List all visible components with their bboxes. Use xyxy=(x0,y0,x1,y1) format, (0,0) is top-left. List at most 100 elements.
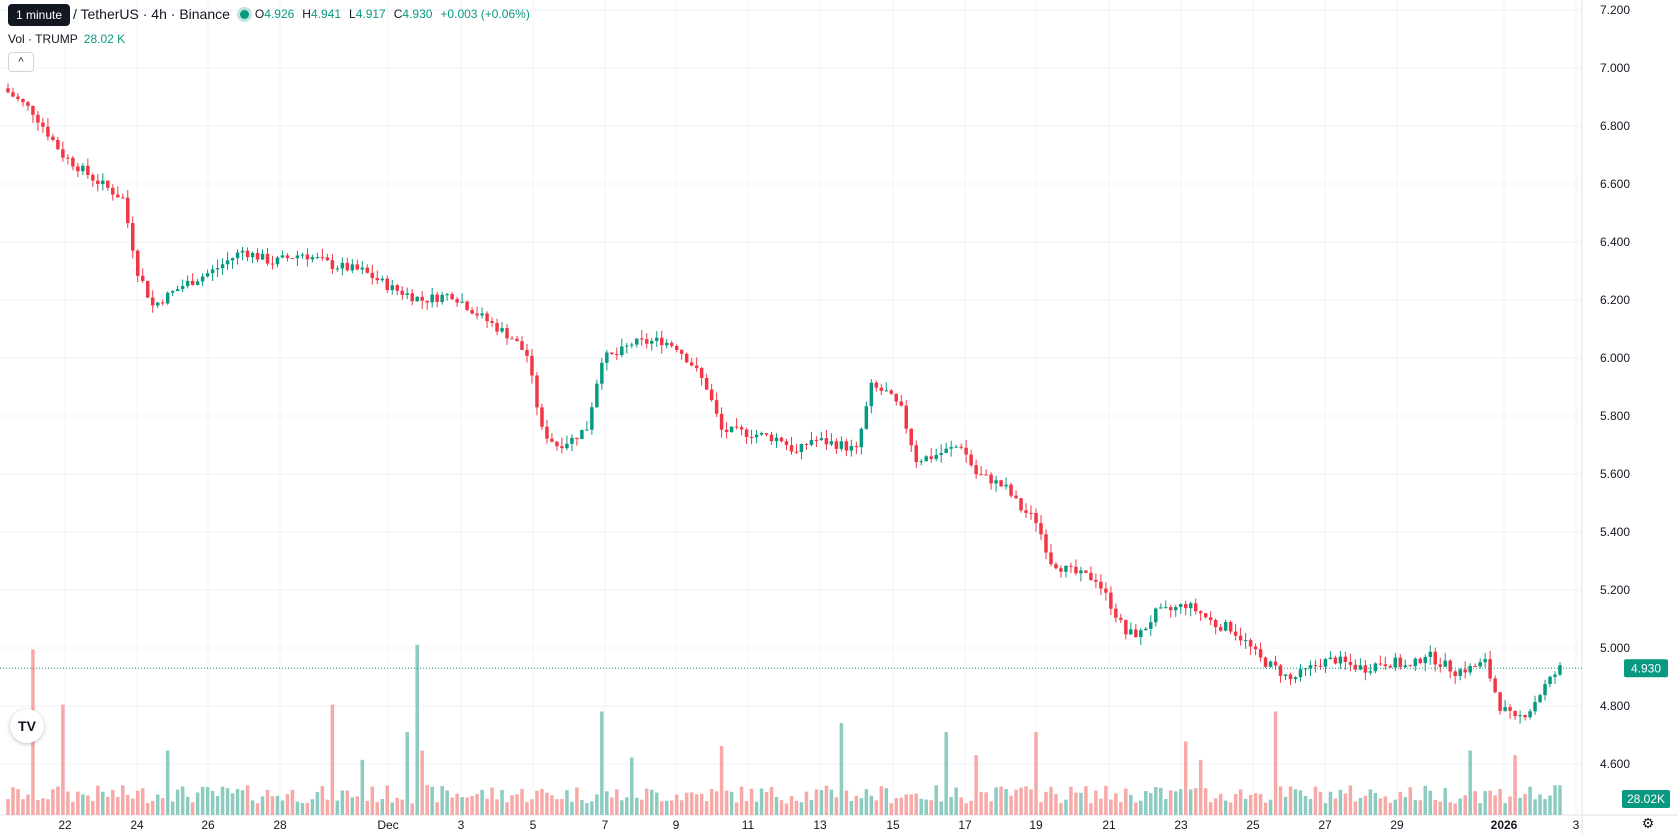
candle-body xyxy=(76,166,80,172)
volume-bar xyxy=(1498,788,1502,815)
candle-body xyxy=(1453,671,1457,676)
candle-body xyxy=(420,296,424,301)
candle-body xyxy=(819,438,824,441)
candle-body xyxy=(395,285,399,291)
volume-bar xyxy=(550,795,554,815)
volume-value-label: 28.02K xyxy=(1627,792,1665,806)
candle-body xyxy=(485,313,489,322)
volume-value: 28.02 K xyxy=(83,32,126,46)
volume-bar xyxy=(1253,793,1258,815)
volume-bar xyxy=(565,790,569,815)
candle-body xyxy=(1343,656,1348,662)
candle-body xyxy=(91,174,95,181)
candle-body xyxy=(1368,671,1373,673)
volume-bar xyxy=(1283,796,1288,815)
volume-bar xyxy=(450,797,454,815)
y-tick-label: 4.600 xyxy=(1600,757,1630,771)
volume-bar xyxy=(979,791,983,815)
candle-body xyxy=(295,255,300,259)
volume-bar xyxy=(1024,786,1028,815)
x-tick-label: 3 xyxy=(1573,818,1580,832)
volume-bar xyxy=(620,800,624,815)
volume-bar xyxy=(480,789,484,815)
volume-bar xyxy=(575,787,579,815)
x-tick-label: 21 xyxy=(1102,818,1116,832)
volume-bar xyxy=(81,794,85,815)
candle-body xyxy=(1318,665,1323,667)
volume-bar xyxy=(190,802,195,815)
candle-body xyxy=(455,299,459,303)
volume-bar xyxy=(240,790,245,815)
chevron-up-icon: ^ xyxy=(18,56,24,68)
x-tick-label: 29 xyxy=(1390,818,1404,832)
candle-body xyxy=(1393,657,1398,668)
candle-body xyxy=(954,446,958,448)
candle-body xyxy=(739,427,744,430)
volume-bar xyxy=(435,802,439,815)
candle-body xyxy=(1218,627,1223,631)
candle-body xyxy=(535,375,539,408)
volume-bar xyxy=(1443,788,1447,815)
candle-body xyxy=(1084,570,1088,573)
volume-bar xyxy=(1109,799,1113,815)
candle-body xyxy=(1004,484,1008,487)
candle-body xyxy=(709,389,714,401)
volume-label: Vol · TRUMP xyxy=(8,32,78,46)
volume-bar xyxy=(106,796,110,815)
volume-bar xyxy=(1353,801,1358,815)
volume-bar xyxy=(1503,803,1507,815)
y-tick-label: 5.400 xyxy=(1600,525,1630,539)
candle-body xyxy=(11,92,15,97)
candle-body xyxy=(1538,695,1542,703)
candle-body xyxy=(949,447,953,449)
candle-body xyxy=(999,480,1003,487)
volume-bar xyxy=(659,801,664,815)
volume-bar xyxy=(440,786,444,815)
candle-body xyxy=(894,393,899,402)
volume-bar xyxy=(1328,791,1333,815)
volume-bar xyxy=(1233,794,1238,815)
volume-bar xyxy=(215,795,220,815)
candle-body xyxy=(145,280,150,298)
symbol-name[interactable]: P / TetherUS · 4h · Binance xyxy=(60,6,230,22)
x-tick-label: 26 xyxy=(201,818,215,832)
tradingview-logo[interactable]: TV xyxy=(10,709,44,743)
volume-bar xyxy=(1318,791,1323,815)
volume-bar xyxy=(1273,711,1278,815)
candle-body xyxy=(61,149,65,158)
volume-bar xyxy=(779,800,784,815)
volume-bar xyxy=(255,803,260,815)
volume-bar xyxy=(76,791,80,815)
candle-body xyxy=(1328,657,1333,660)
volume-bar xyxy=(430,786,434,815)
candle-body xyxy=(245,250,250,258)
candle-body xyxy=(944,448,948,453)
x-tick-label: 27 xyxy=(1318,818,1332,832)
candle-body xyxy=(1293,677,1298,680)
candle-body xyxy=(849,446,854,451)
candle-body xyxy=(205,273,210,277)
candle-body xyxy=(1518,715,1522,717)
candle-body xyxy=(839,441,844,449)
volume-legend[interactable]: Vol · TRUMP 28.02 K xyxy=(8,32,125,46)
volume-bar xyxy=(195,792,200,815)
gear-icon[interactable]: ⚙ xyxy=(1641,815,1655,831)
candle-body xyxy=(1064,565,1068,572)
candle-body xyxy=(1463,669,1467,673)
candle-body xyxy=(590,407,594,430)
volume-bar xyxy=(290,789,295,815)
volume-bar xyxy=(789,796,794,815)
candle-body xyxy=(1109,592,1113,609)
candle-body xyxy=(749,437,754,439)
volume-bar xyxy=(719,746,724,815)
candle-body xyxy=(630,344,634,346)
candle-body xyxy=(794,451,799,453)
high-value: H4.941 xyxy=(302,7,341,21)
x-tick-label: 17 xyxy=(958,818,972,832)
collapse-legend-button[interactable]: ^ xyxy=(8,52,34,72)
volume-bar xyxy=(1358,797,1363,815)
candle-body xyxy=(320,257,325,259)
volume-bar xyxy=(744,801,749,815)
candle-body xyxy=(964,447,968,455)
